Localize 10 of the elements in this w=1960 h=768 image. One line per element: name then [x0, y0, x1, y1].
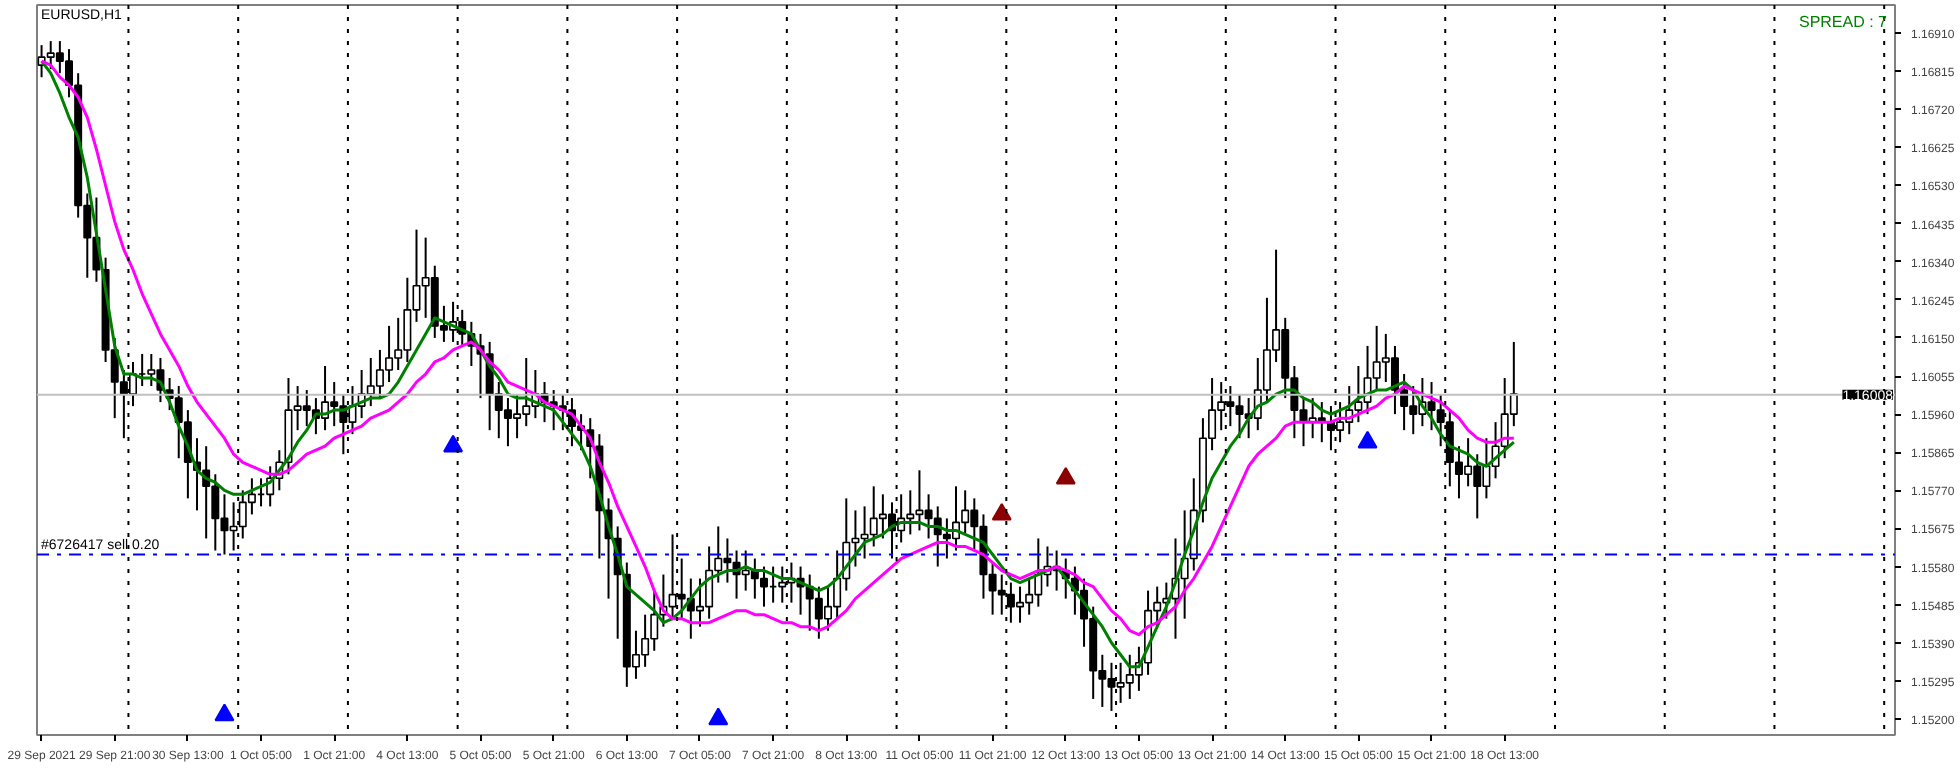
- candlestick: [759, 565, 768, 608]
- text: SPREAD : 7: [1798, 13, 1889, 31]
- point: [1055, 466, 1076, 485]
- point: [214, 703, 235, 722]
- candlestick: [147, 352, 156, 388]
- point: [991, 503, 1012, 521]
- point: [708, 707, 729, 726]
- point: [443, 434, 464, 453]
- candlestick: [1390, 344, 1399, 416]
- point: [1357, 430, 1378, 449]
